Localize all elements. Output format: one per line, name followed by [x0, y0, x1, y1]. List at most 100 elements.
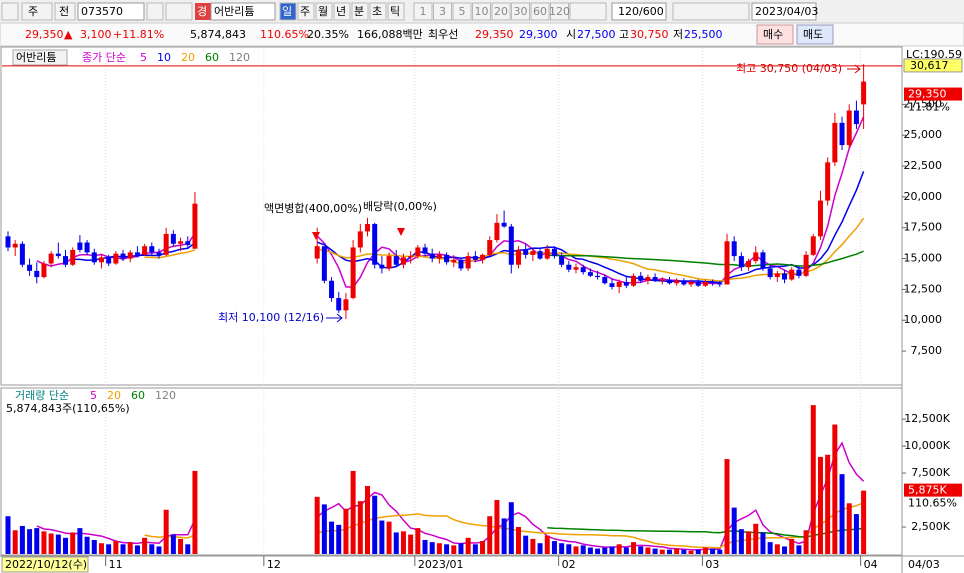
candle-body [106, 257, 112, 264]
volume-bar [343, 508, 349, 554]
candle-body [523, 249, 529, 255]
interval-button[interactable] [433, 2, 452, 21]
candle-body [580, 267, 586, 273]
candle-body [127, 252, 133, 259]
volume-bar [465, 537, 471, 554]
volume-ma-line [144, 502, 864, 549]
candle-body [631, 275, 637, 286]
volume-bar [314, 496, 320, 554]
buy-button[interactable] [756, 24, 794, 45]
arrow: ▲ [64, 28, 73, 41]
period-button[interactable] [369, 2, 387, 21]
low-annotation: 최저 10,100 (12/16) [218, 311, 324, 324]
candle-body [178, 241, 184, 244]
last-price-label: 29,350 [908, 88, 947, 101]
interval-button[interactable] [550, 2, 569, 21]
date-box[interactable] [751, 2, 817, 21]
candle-body [343, 299, 349, 311]
volume-bar [702, 547, 708, 554]
count: 120/600 [618, 5, 664, 18]
candle-body [70, 249, 76, 265]
volume-bar [480, 541, 486, 554]
y-tick-label: 10,000K [904, 439, 950, 452]
candle-body [796, 269, 802, 276]
volume-bar [163, 509, 169, 554]
candle-body [415, 247, 421, 257]
tool-icons[interactable] [672, 2, 750, 21]
candle-body [113, 253, 119, 264]
interval-button[interactable] [472, 2, 491, 21]
volume-bar [379, 520, 385, 554]
period-button[interactable] [279, 2, 297, 21]
volume-bar [170, 534, 176, 554]
code-input[interactable] [77, 2, 145, 21]
volume-bar [817, 456, 823, 554]
period-button[interactable] [333, 2, 351, 21]
volume: 5,874,843 [190, 28, 246, 41]
volume-bar [365, 486, 370, 554]
volume-bar [408, 534, 414, 554]
period-button[interactable] [351, 2, 369, 21]
period: 초 [372, 5, 382, 18]
candle-body [760, 252, 766, 269]
period: 일 [282, 4, 292, 18]
sound-button[interactable] [165, 2, 193, 21]
candle-body [444, 254, 450, 263]
volume-bar [738, 529, 744, 554]
candle-body [638, 275, 644, 281]
volume-bar [544, 535, 550, 554]
volume-ma-label: 거래량 단순 [15, 389, 69, 402]
candle-body [645, 277, 651, 281]
candle-body [357, 231, 363, 248]
volume-bar [573, 546, 579, 554]
volume-bar [27, 529, 33, 554]
interval: 5 [459, 5, 466, 18]
volume-bar [508, 502, 514, 554]
ma-legend: 20 [181, 51, 195, 64]
volume-bar [796, 545, 802, 554]
candle-body [98, 257, 104, 263]
menu-icon[interactable] [1, 2, 19, 21]
count-box[interactable] [611, 2, 667, 21]
interval: 20 [494, 5, 508, 18]
candle-body [566, 264, 572, 270]
date: 2023/04/03 [755, 5, 818, 18]
candle-body [623, 281, 629, 286]
candle-body [810, 236, 816, 255]
x-tick-label: 03 [705, 558, 719, 571]
volume-bar [695, 549, 701, 554]
interval-button[interactable] [530, 2, 550, 21]
interval-button[interactable] [452, 2, 472, 21]
volume-bar [580, 545, 586, 554]
period-button[interactable] [315, 2, 333, 21]
volume-bar [681, 549, 687, 554]
open-label: 시 [566, 28, 576, 41]
sell-button[interactable] [796, 24, 834, 45]
candle-body [666, 279, 672, 284]
interval-select[interactable] [569, 2, 607, 21]
volume-bar [501, 518, 507, 554]
interval-button[interactable] [491, 2, 511, 21]
ma-legend: 10 [157, 51, 171, 64]
candle-body [472, 256, 478, 260]
prev-button[interactable] [54, 2, 76, 21]
x-end: 04/03 [908, 558, 940, 571]
x-tick-label: 12 [267, 558, 281, 571]
period-button[interactable] [297, 2, 315, 21]
candle-body [767, 268, 773, 278]
volume-bar [77, 528, 83, 554]
candle-body [688, 281, 694, 285]
period-button[interactable] [387, 2, 405, 21]
interval-button[interactable] [511, 2, 530, 21]
market-select[interactable] [21, 2, 53, 21]
amount: 166,088백만 [357, 28, 423, 41]
volume-bar [659, 549, 665, 554]
search-button[interactable] [146, 2, 164, 21]
candle-body [782, 273, 788, 280]
volume-bar [436, 543, 442, 554]
period: 주 [300, 5, 310, 18]
candle-body [674, 280, 680, 284]
interval-button[interactable] [413, 2, 433, 21]
volume-bar [142, 537, 148, 554]
candle-body [501, 222, 507, 227]
